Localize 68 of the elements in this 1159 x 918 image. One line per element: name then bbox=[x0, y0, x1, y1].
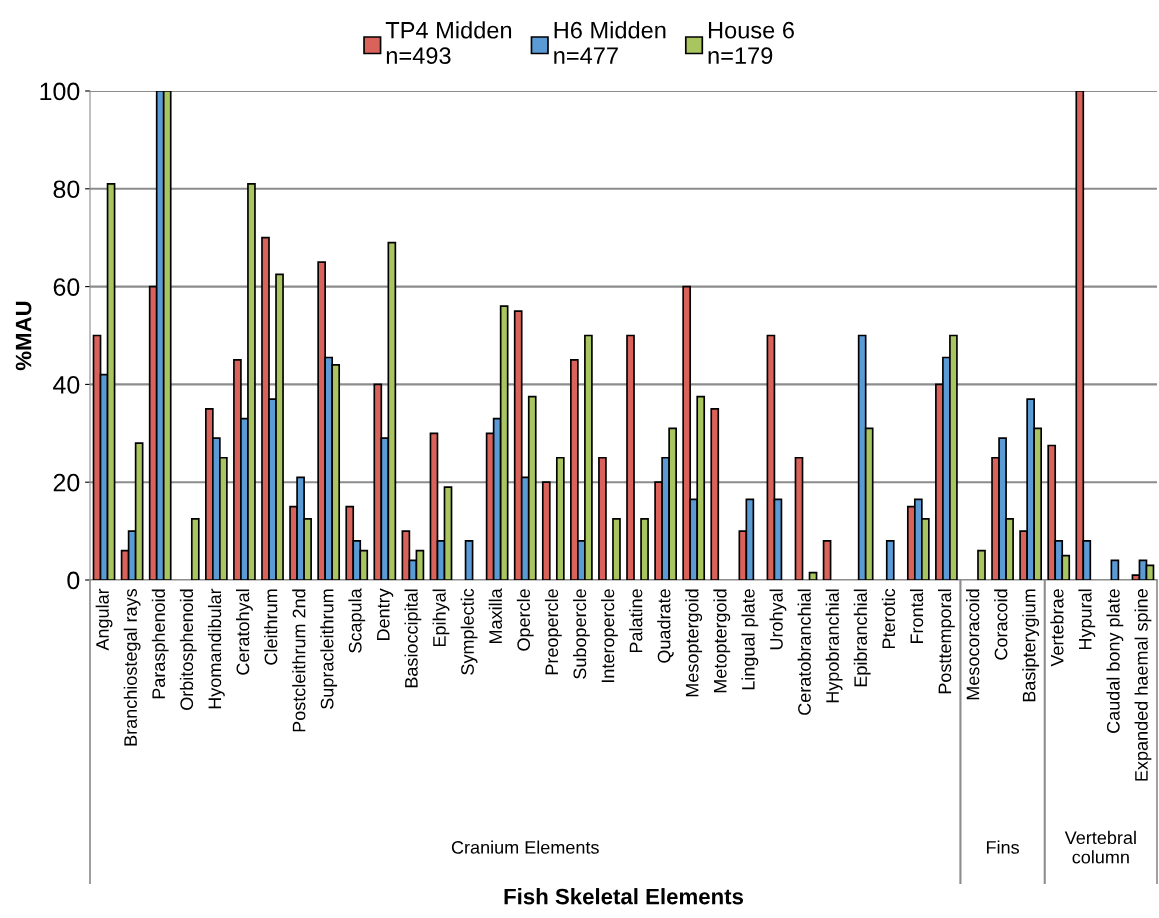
x-tick-label: Interopercle bbox=[601, 589, 618, 682]
y-axis-title: %MAU bbox=[15, 301, 32, 371]
x-tick-label: Symplectic bbox=[460, 588, 478, 675]
x-tick-label: Maxilla bbox=[488, 588, 502, 644]
x-tick-label: Frontal bbox=[909, 589, 924, 644]
x-tick-label: Coracoid bbox=[994, 589, 1008, 660]
x-tick-label: Basipterygium bbox=[1022, 589, 1040, 702]
y-tick-label: 20 bbox=[53, 473, 80, 492]
x-tick-label: Hypobranchial bbox=[825, 589, 843, 703]
legend-label: House 6 n=179 bbox=[708, 21, 794, 65]
y-tick-label: 60 bbox=[53, 278, 80, 296]
x-tick-label: Dentry bbox=[377, 588, 394, 641]
x-tick-label: Subopercle bbox=[572, 589, 590, 679]
x-tick-label: Posttemporal bbox=[937, 589, 955, 694]
y-tick-label: 80 bbox=[53, 180, 80, 199]
x-tick-label: Urohyal bbox=[769, 589, 787, 650]
bar bbox=[612, 518, 621, 580]
x-tick-label: Quadrate bbox=[657, 589, 674, 663]
bar bbox=[808, 571, 818, 580]
x-tick-label: Pterotic bbox=[881, 588, 896, 649]
bar bbox=[190, 518, 200, 580]
bar bbox=[1110, 559, 1120, 580]
x-tick-label: Basioccipital bbox=[404, 589, 422, 688]
x-tick-label: Ceratohyal bbox=[236, 589, 253, 675]
x-tick-label: Cleithrum bbox=[264, 589, 278, 665]
x-tick-label: Hyomandibular bbox=[207, 588, 225, 709]
x-tick-label: Angular bbox=[95, 588, 113, 651]
x-tick-label: Supracleithrum bbox=[320, 589, 338, 709]
x-tick-label: Postcleithrum 2nd bbox=[292, 589, 306, 732]
bar bbox=[541, 481, 551, 580]
x-tick-label: Scapula bbox=[348, 588, 366, 653]
x-axis-title: Fish Skeletal Elements bbox=[504, 888, 744, 905]
x-tick-label: Branchiostegal rays bbox=[123, 588, 141, 746]
bar bbox=[555, 456, 565, 580]
x-tick-label: Mesoptergoid bbox=[685, 589, 703, 697]
x-tick-label: Parasphenoid bbox=[151, 589, 169, 699]
x-tick-label: Ceratobranchial bbox=[797, 589, 811, 715]
x-tick-label: Epihyal bbox=[432, 589, 450, 647]
text: Cranium Elements bbox=[451, 840, 599, 854]
bar bbox=[822, 540, 832, 580]
x-tick-label: Orbitosphenoid bbox=[179, 589, 197, 710]
text: Vertebral column bbox=[1064, 830, 1136, 864]
bar bbox=[794, 456, 804, 580]
y-tick-label: 100 bbox=[40, 82, 80, 101]
bar bbox=[710, 408, 720, 580]
legend-label: H6 Midden n=477 bbox=[554, 21, 666, 64]
x-tick-label: Epibranchial bbox=[853, 589, 871, 687]
bar bbox=[682, 285, 692, 580]
x-tick-label: Lingual plate bbox=[741, 589, 759, 690]
bar bbox=[626, 334, 635, 580]
x-tick-label: Expanded haemal spine bbox=[1134, 589, 1152, 781]
x-tick-label: Opercle bbox=[516, 589, 534, 651]
x-tick-label: Vertebrae bbox=[1050, 589, 1064, 667]
text: Fins bbox=[986, 840, 1019, 854]
y-tick-label: 0 bbox=[67, 571, 80, 590]
x-tick-label: Caudal bony plate bbox=[1106, 589, 1124, 733]
bar bbox=[640, 518, 649, 580]
x-tick-label: Metoptergoid bbox=[713, 589, 731, 693]
x-tick-label: Hypural bbox=[1078, 589, 1096, 650]
bar bbox=[598, 456, 607, 580]
legend-label: TP4 Midden n=493 bbox=[385, 21, 512, 65]
bar bbox=[977, 549, 986, 580]
x-tick-label: Preopercle bbox=[544, 589, 562, 675]
x-tick-label: Mesocoracoid bbox=[966, 589, 980, 700]
x-tick-label: Palatine bbox=[629, 589, 643, 653]
bar bbox=[464, 540, 474, 580]
y-tick-label: 40 bbox=[53, 376, 80, 394]
bar bbox=[885, 540, 895, 580]
